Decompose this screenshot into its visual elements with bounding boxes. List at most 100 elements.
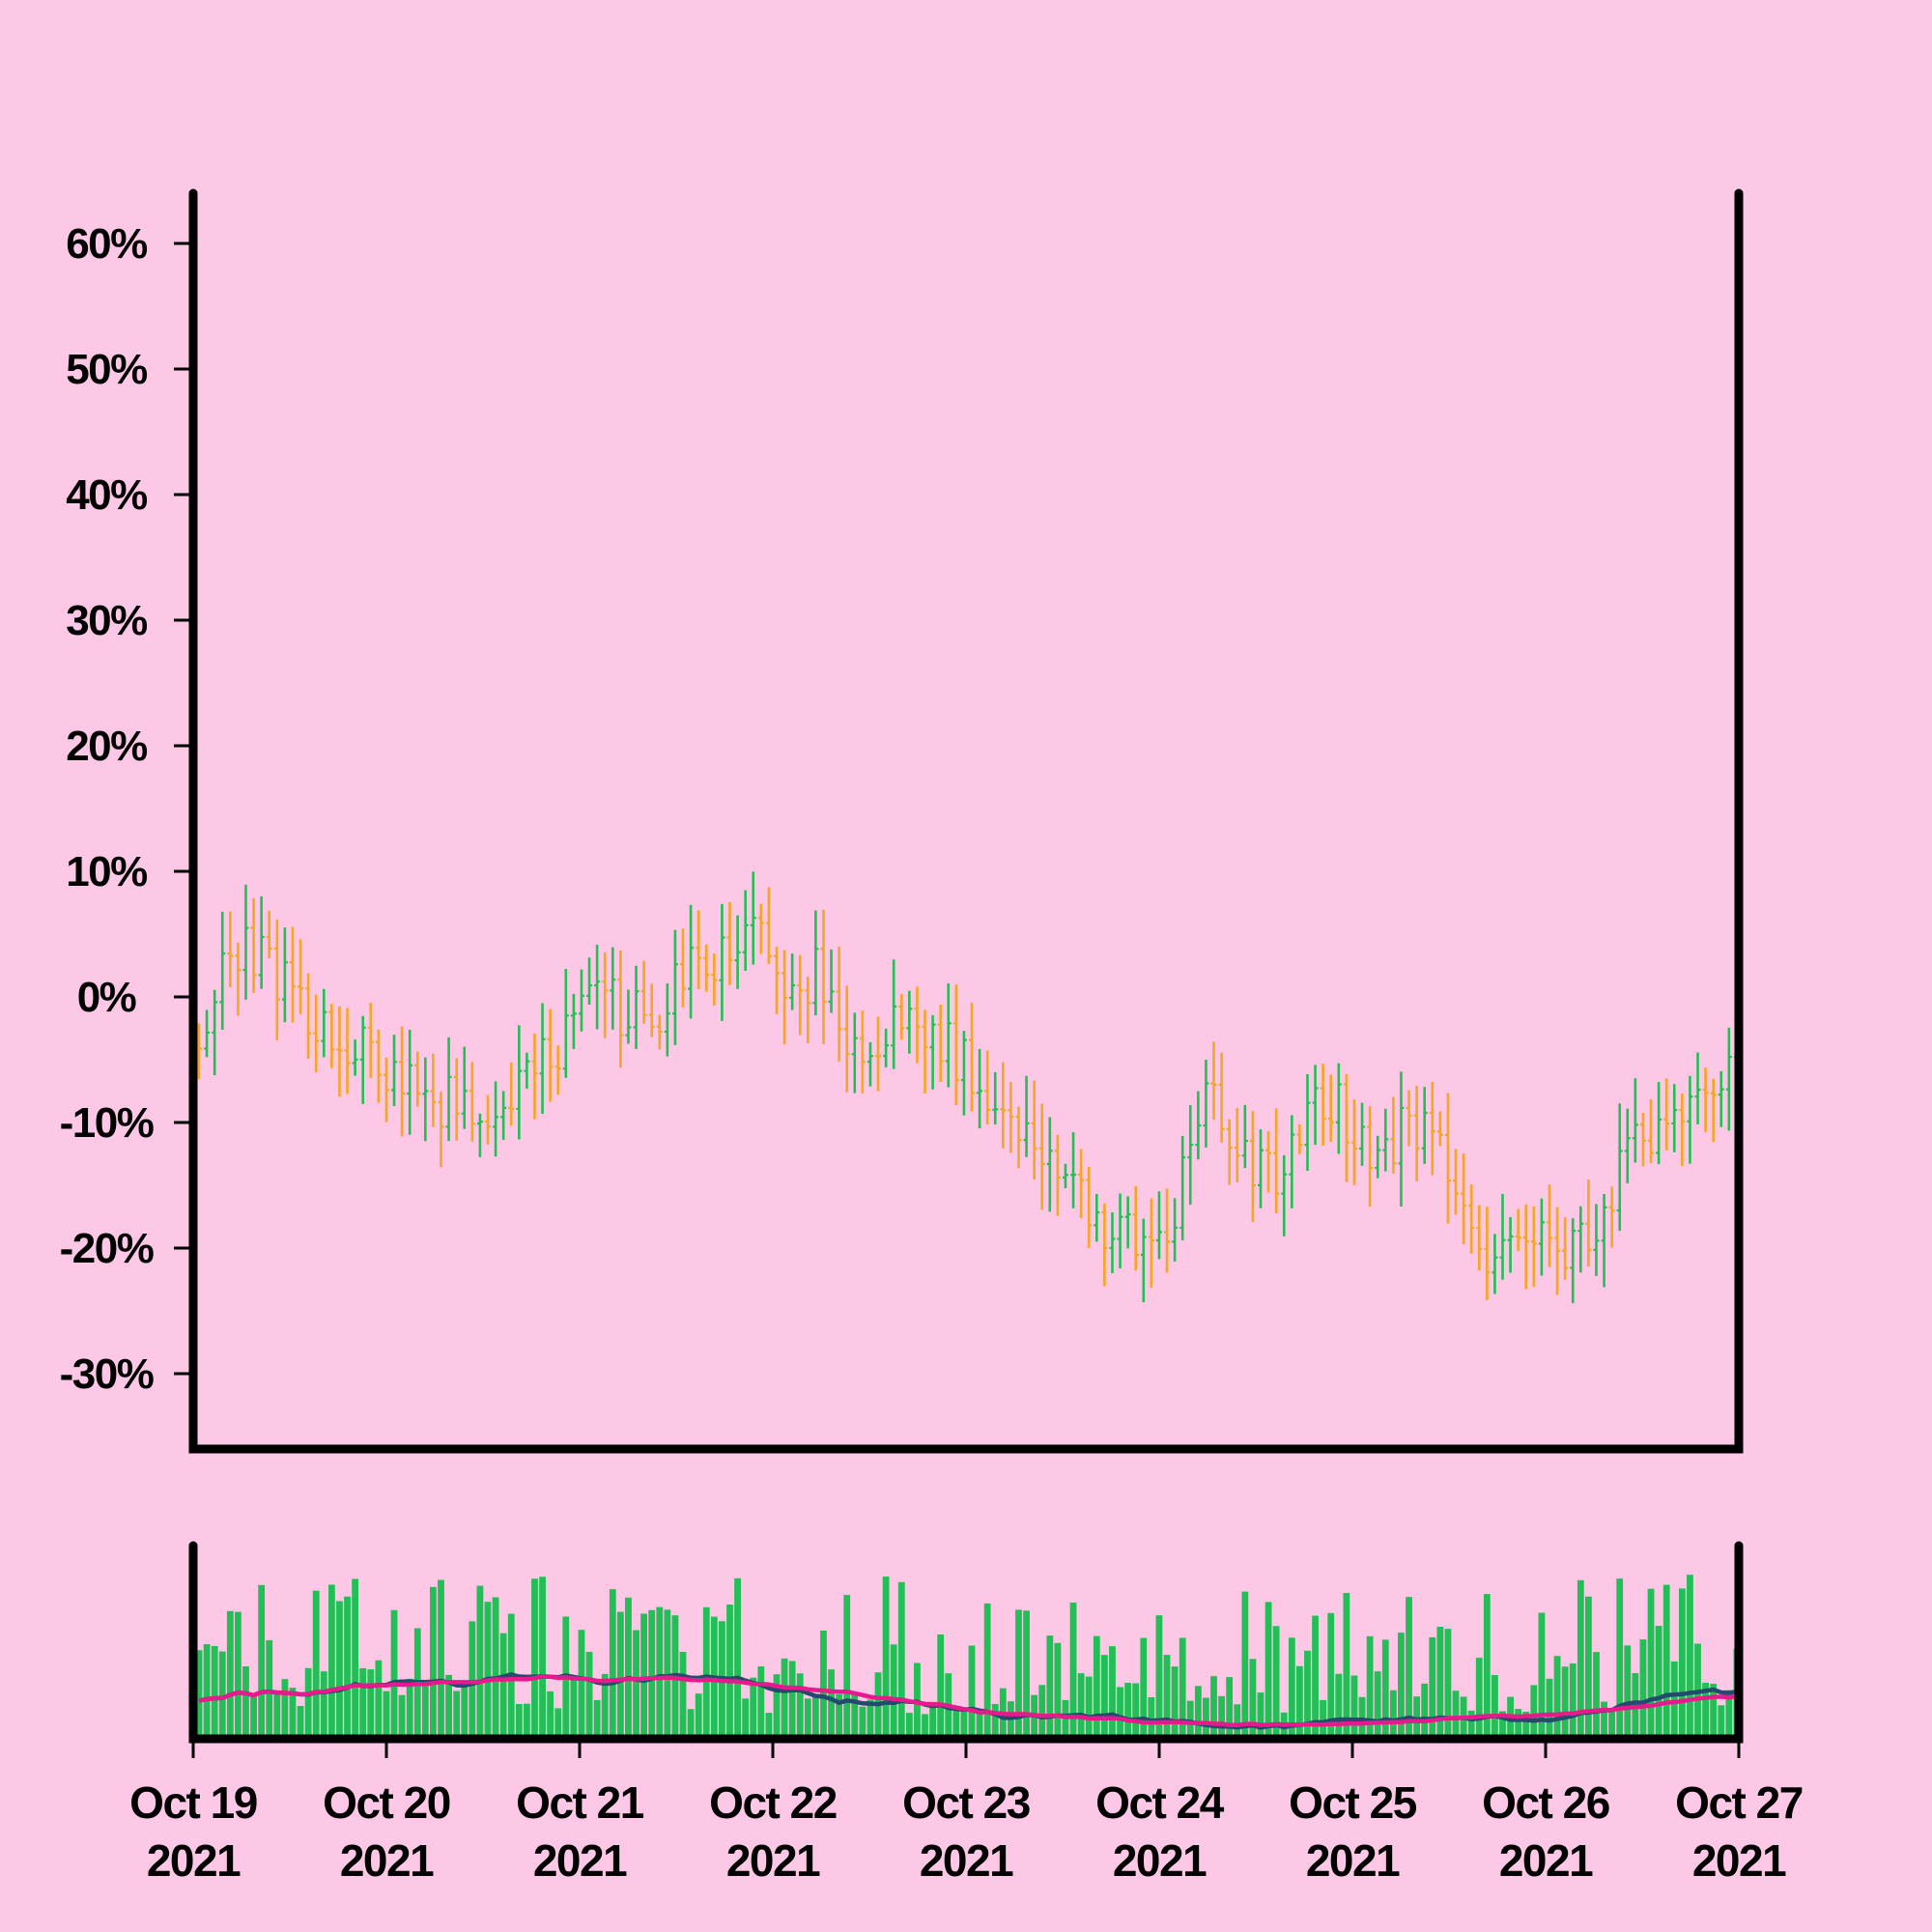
ohlc-bar — [1616, 1103, 1623, 1232]
volume-bar — [1702, 1682, 1709, 1739]
ohlc-bar — [648, 983, 655, 1037]
ohlc-bar — [1679, 1093, 1686, 1167]
volume-bar — [1264, 1602, 1272, 1739]
ohlc-bar — [765, 887, 772, 964]
volume-bar — [616, 1611, 624, 1739]
volume-bar — [1593, 1652, 1600, 1739]
ohlc-bar — [1172, 1198, 1179, 1262]
ohlc-bar — [1234, 1108, 1240, 1182]
volume-bar — [1320, 1699, 1327, 1739]
ohlc-bar — [726, 901, 733, 985]
volume-bar — [1389, 1690, 1397, 1739]
ohlc-bar — [1327, 1074, 1334, 1143]
volume-bar — [1608, 1708, 1616, 1739]
volume-bar — [1499, 1711, 1506, 1739]
price-panel-border — [188, 188, 1744, 1454]
volume-bar — [750, 1677, 757, 1739]
ohlc-bar — [1507, 1216, 1514, 1273]
volume-bar — [1381, 1639, 1389, 1739]
ohlc-bar — [625, 989, 632, 1044]
ohlc-bar — [960, 1031, 967, 1116]
volume-bar — [1492, 1674, 1498, 1739]
volume-bar — [430, 1586, 437, 1739]
volume-bar — [929, 1701, 936, 1739]
ohlc-bar — [445, 1037, 452, 1142]
ohlc-bar — [1515, 1208, 1521, 1251]
volume-bar — [390, 1609, 398, 1739]
x-tick-label-date: Oct 21 — [516, 1777, 644, 1828]
volume-bar — [218, 1651, 226, 1739]
volume-bar — [1678, 1588, 1686, 1739]
volume-bar — [531, 1578, 538, 1739]
ohlc-bar — [671, 929, 678, 1045]
ohlc-bar — [344, 1008, 351, 1094]
y-tick-label: 60% — [66, 220, 147, 268]
ma-slow-line — [198, 1674, 1738, 1728]
ohlc-bar — [1522, 1205, 1529, 1290]
volume-bar — [235, 1611, 242, 1739]
volume-bar — [1725, 1690, 1733, 1739]
volume-bar — [656, 1606, 664, 1739]
ohlc-bar — [703, 944, 710, 992]
ohlc-bar — [891, 959, 897, 1069]
volume-bar — [585, 1652, 593, 1739]
x-tick-label-year: 2021 — [1306, 1835, 1400, 1886]
ohlc-bar — [1008, 1082, 1014, 1153]
ohlc-bar — [1335, 1063, 1342, 1154]
ohlc-bar — [1639, 1112, 1646, 1167]
y-tick-label: -20% — [60, 1225, 154, 1272]
ohlc-bar — [219, 911, 226, 1031]
ohlc-bar — [1038, 1103, 1045, 1210]
ohlc-bar — [562, 969, 569, 1078]
volume-bar — [1475, 1658, 1483, 1739]
y-tick-label: 40% — [66, 471, 147, 519]
volume-bar — [1601, 1701, 1607, 1739]
volume-bar — [734, 1577, 741, 1739]
ohlc-bar — [875, 1016, 882, 1092]
ohlc-bar — [578, 969, 584, 1032]
x-tick-label-date: Oct 20 — [323, 1777, 450, 1828]
ohlc-bar — [1663, 1078, 1670, 1151]
volume-bar — [1288, 1637, 1295, 1739]
y-tick-label: -10% — [60, 1099, 154, 1147]
ohlc-bar — [212, 989, 218, 1076]
ohlc-bar — [1382, 1108, 1389, 1172]
ohlc-bar — [1031, 1080, 1037, 1179]
ohlc-bar — [508, 1063, 515, 1126]
volume-bar — [367, 1669, 375, 1739]
ohlc-bar — [1694, 1052, 1701, 1124]
ohlc-bar — [898, 993, 905, 1040]
volume-bar — [438, 1579, 444, 1739]
volume-bar — [554, 1708, 562, 1739]
volume-bar — [1312, 1615, 1319, 1739]
volume-bar — [1296, 1665, 1303, 1739]
ohlc-bar — [1710, 1078, 1717, 1143]
volume-bar — [258, 1584, 266, 1739]
y-tick-label: 50% — [66, 346, 147, 393]
ohlc-bar — [281, 927, 288, 1023]
volume-bar — [679, 1651, 687, 1739]
volume-bar — [1171, 1666, 1179, 1739]
ohlc-bar — [757, 903, 764, 954]
ohlc-bar — [1164, 1188, 1171, 1273]
volume-bar — [1062, 1699, 1069, 1739]
volume-bar — [352, 1578, 359, 1739]
ohlc-bar — [235, 942, 242, 1016]
volume-bar — [1132, 1683, 1140, 1739]
x-axis: Oct 19 2021 Oct 20 2021 Oct 21 2021 Oct 22 2021… — [129, 1739, 1804, 1886]
volume-bar — [1553, 1656, 1561, 1739]
ohlc-bar — [992, 1071, 999, 1125]
ohlc-bar — [1203, 1059, 1209, 1148]
ohlc-bar — [820, 909, 827, 1044]
volume-bar — [1085, 1676, 1093, 1739]
x-tick-label-year: 2021 — [340, 1835, 434, 1886]
volume-bar — [601, 1673, 609, 1739]
volume-bar — [765, 1713, 773, 1739]
ohlc-bar — [1257, 1129, 1264, 1208]
ohlc-bar — [1492, 1234, 1498, 1294]
volume-bar — [1429, 1636, 1436, 1739]
ohlc-bar — [407, 1030, 413, 1135]
volume-bar — [1483, 1594, 1491, 1739]
volume-bar — [1718, 1705, 1725, 1739]
ohlc-bar — [227, 911, 234, 988]
